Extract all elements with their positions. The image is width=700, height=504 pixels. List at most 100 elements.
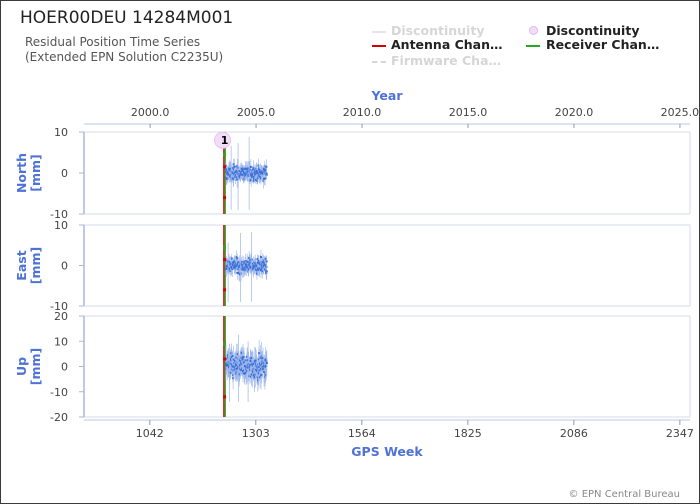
data-point (263, 371, 266, 374)
data-point (231, 267, 234, 270)
y-tick-label: 20 (54, 310, 68, 323)
legend-item-antenna-change[interactable]: Antenna Chan… (391, 37, 503, 52)
data-point (225, 259, 228, 262)
data-point (250, 178, 253, 181)
data-point (241, 370, 244, 373)
discontinuity-label: 1 (221, 134, 229, 147)
data-point (262, 170, 265, 173)
data-point (232, 377, 235, 380)
data-point (253, 172, 256, 175)
data-point (256, 264, 259, 267)
legend-discontinuity-marker-swatch (529, 26, 538, 35)
gps-week-tick-label: 1303 (242, 427, 270, 440)
legend-item-discontinuity-line[interactable]: Discontinuity (391, 23, 485, 38)
data-point (243, 356, 246, 359)
data-point (255, 170, 258, 173)
data-point (244, 260, 247, 263)
data-point (231, 170, 234, 173)
data-point (259, 170, 262, 173)
data-point (262, 357, 265, 360)
data-point (252, 178, 255, 181)
data-point (225, 362, 228, 365)
event-marker (223, 245, 227, 249)
data-point (247, 362, 250, 365)
data-point (246, 355, 249, 358)
event-marker (223, 357, 227, 361)
data-point (255, 178, 258, 181)
data-point (236, 178, 239, 181)
data-point (232, 263, 235, 266)
data-point (260, 364, 263, 367)
data-point (237, 271, 240, 274)
data-point (229, 168, 232, 171)
event-marker (223, 395, 227, 399)
data-point (238, 176, 241, 179)
panel-label-up: Up[mm] (14, 348, 43, 385)
data-point (234, 364, 237, 367)
data-point (248, 366, 251, 369)
data-point (265, 360, 268, 363)
data-point (229, 362, 232, 365)
panel-label-east: East[mm] (14, 247, 43, 284)
data-point (241, 173, 244, 176)
data-point (235, 370, 238, 373)
y-tick-label: 10 (54, 126, 68, 139)
year-tick-label: 2000.0 (131, 106, 170, 119)
data-point (258, 352, 261, 355)
data-point (251, 369, 254, 372)
y-tick-label: -10 (50, 300, 68, 313)
legend-antenna-swatch (372, 45, 386, 47)
data-point (244, 365, 247, 368)
data-point (265, 362, 268, 365)
credit-text: © EPN Central Bureau (568, 489, 680, 500)
data-point (225, 176, 228, 179)
legend-item-receiver-change[interactable]: Receiver Chan… (546, 37, 660, 52)
data-point (230, 356, 233, 359)
y-tick-label: -20 (50, 411, 68, 424)
data-point (261, 362, 264, 365)
data-point (241, 169, 244, 172)
year-tick-label: 2005.0 (237, 106, 276, 119)
data-point (251, 363, 254, 366)
data-point (252, 167, 255, 170)
data-point (231, 364, 234, 367)
data-point (264, 257, 267, 260)
year-axis-title: Year (371, 88, 404, 103)
data-point (265, 172, 268, 175)
legend-item-discontinuity-marker[interactable]: Discontinuity (546, 23, 640, 38)
event-marker (223, 257, 227, 261)
panel-frame-east (83, 224, 691, 307)
data-point (245, 371, 248, 374)
data-point (256, 376, 259, 379)
data-point (253, 176, 256, 179)
data-point (229, 371, 232, 374)
data-point (238, 273, 241, 276)
data-point (251, 262, 254, 265)
y-tick-label: 10 (54, 335, 68, 348)
data-point (235, 356, 238, 359)
legend-receiver-swatch (526, 45, 540, 47)
y-tick-label: 0 (61, 361, 68, 374)
data-point (230, 257, 233, 260)
data-point (254, 265, 257, 268)
legend-item-firmware-change[interactable]: Firmware Cha… (391, 53, 501, 68)
data-point (252, 363, 255, 366)
gps-week-axis-title: GPS Week (351, 444, 423, 459)
data-point (249, 168, 252, 171)
data-point (247, 167, 250, 170)
data-point (232, 178, 235, 181)
y-tick-label: 0 (61, 167, 68, 180)
data-point (255, 359, 258, 362)
data-point (233, 362, 236, 365)
data-point (244, 261, 247, 264)
year-tick-label: 2015.0 (449, 106, 488, 119)
data-point (247, 260, 250, 263)
data-point (235, 170, 238, 173)
data-point (240, 272, 243, 275)
y-tick-label: 10 (54, 219, 68, 232)
data-point (250, 357, 253, 360)
data-point (260, 373, 263, 376)
data-point (265, 272, 268, 275)
data-point (236, 165, 239, 168)
